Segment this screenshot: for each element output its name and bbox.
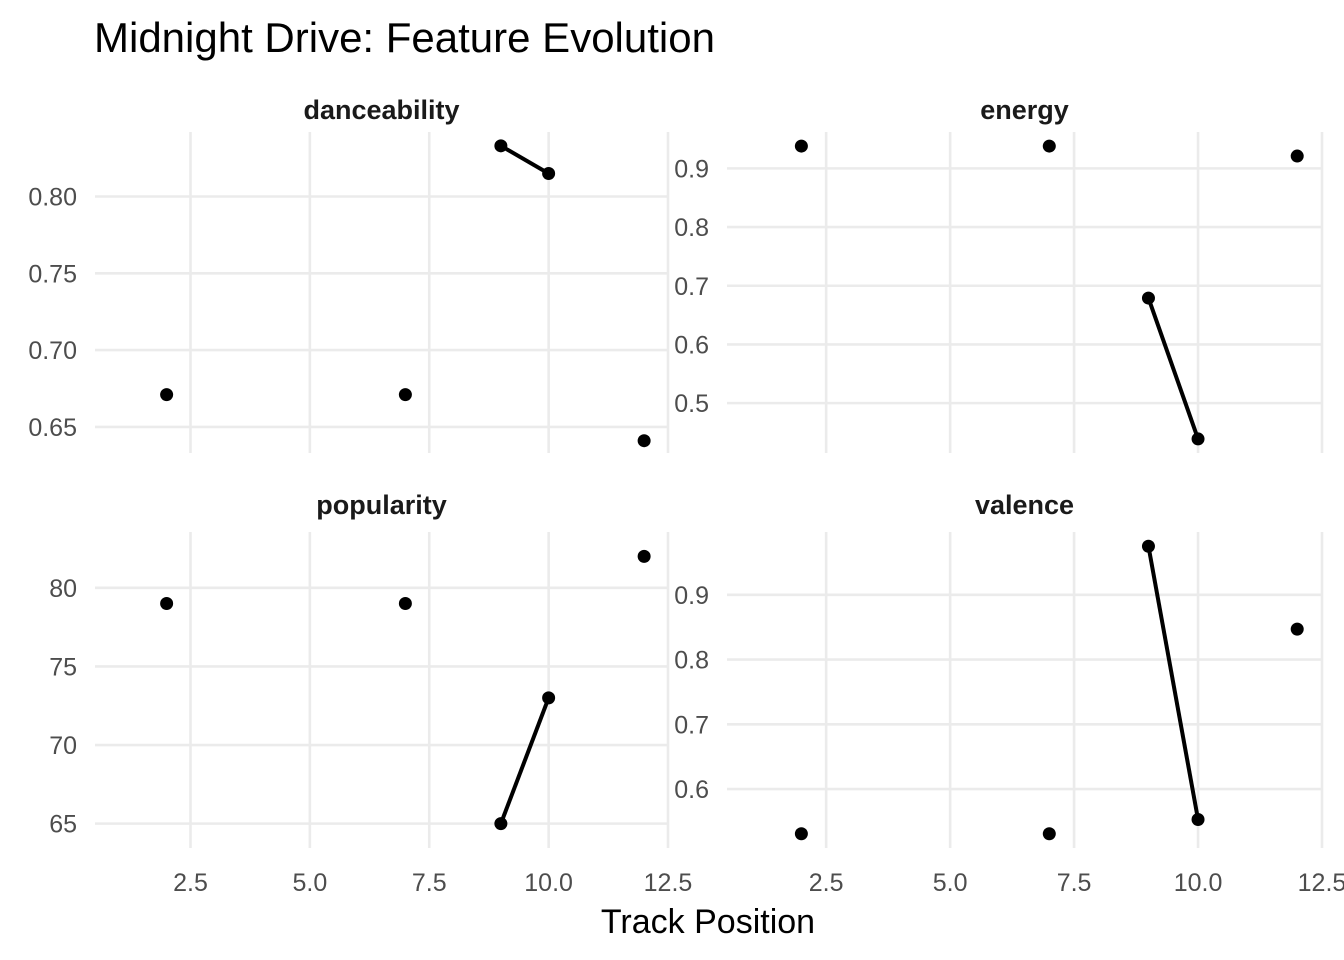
y-tick-label: 70	[49, 732, 77, 760]
x-tick-label: 2.5	[173, 869, 208, 897]
y-tick-label: 0.8	[674, 647, 709, 675]
data-point-energy	[1141, 291, 1155, 305]
y-tick-label: 0.80	[28, 184, 77, 212]
data-point-valence	[1042, 827, 1056, 841]
facet-title-popularity: popularity	[316, 490, 447, 520]
data-point-valence	[794, 827, 808, 841]
x-axis-title: Track Position	[601, 903, 815, 941]
facet-panels: danceability 0.65 0.70 0.75 0.80 energy 0.5 0.6…	[28, 95, 1344, 897]
x-tick-label: 7.5	[1057, 869, 1092, 897]
y-tick-label: 80	[49, 575, 77, 603]
data-point-energy	[1191, 432, 1205, 446]
x-tick-label: 10.0	[1174, 869, 1223, 897]
chart-title: Midnight Drive: Feature Evolution	[94, 14, 715, 61]
panel-energy: energy 0.5 0.6 0.7 0.8 0.9	[674, 95, 1324, 453]
series-line-danceability	[499, 144, 550, 176]
facet-title-valence: valence	[975, 490, 1074, 520]
y-tick-label: 65	[49, 811, 77, 839]
data-point-popularity	[494, 817, 508, 831]
y-tick-label: 0.75	[28, 260, 77, 288]
x-tick-label: 7.5	[412, 869, 447, 897]
x-tick-label: 2.5	[809, 869, 844, 897]
x-tick-label: 12.5	[644, 869, 693, 897]
data-point-valence	[1290, 622, 1304, 636]
data-point-popularity	[160, 597, 174, 611]
x-tick-label: 5.0	[292, 869, 327, 897]
data-point-danceability	[637, 434, 651, 448]
series-line-energy	[1146, 297, 1200, 440]
y-tick-label: 0.8	[674, 214, 709, 242]
data-point-danceability	[542, 166, 556, 180]
facet-title-danceability: danceability	[303, 95, 459, 125]
y-tick-label: 0.70	[28, 337, 77, 365]
data-point-danceability	[160, 388, 174, 402]
y-tick-label: 0.7	[674, 273, 709, 301]
data-point-popularity	[637, 549, 651, 563]
series-line-valence	[1146, 545, 1201, 820]
y-tick-label: 0.6	[674, 776, 709, 804]
y-tick-label: 0.9	[674, 582, 709, 610]
facet-title-energy: energy	[980, 95, 1069, 125]
panel-popularity: popularity 2.5 5.0 7.5 10.0 12.5 65 70 75 80	[49, 490, 692, 897]
data-point-energy	[1042, 139, 1056, 153]
data-point-popularity	[542, 691, 556, 705]
data-point-energy	[1290, 149, 1304, 163]
y-tick-label: 0.5	[674, 390, 709, 418]
y-tick-label: 0.9	[674, 155, 709, 183]
y-tick-label: 75	[49, 653, 77, 681]
data-point-valence	[1141, 539, 1155, 553]
data-point-danceability	[398, 388, 412, 402]
data-point-popularity	[398, 597, 412, 611]
panel-danceability: danceability 0.65 0.70 0.75 0.80	[28, 95, 670, 453]
x-tick-label: 12.5	[1298, 869, 1344, 897]
x-tick-label: 10.0	[524, 869, 573, 897]
data-point-energy	[794, 139, 808, 153]
y-tick-label: 0.6	[674, 331, 709, 359]
panel-valence: valence 2.5 5.0 7.5 10.0 12.5 0.6 0.7 0.8 0.9	[674, 490, 1344, 897]
y-tick-label: 0.65	[28, 414, 77, 442]
series-line-popularity	[499, 697, 551, 825]
data-point-valence	[1191, 813, 1205, 827]
x-tick-label: 5.0	[933, 869, 968, 897]
data-point-danceability	[494, 139, 508, 153]
y-tick-label: 0.7	[674, 711, 709, 739]
